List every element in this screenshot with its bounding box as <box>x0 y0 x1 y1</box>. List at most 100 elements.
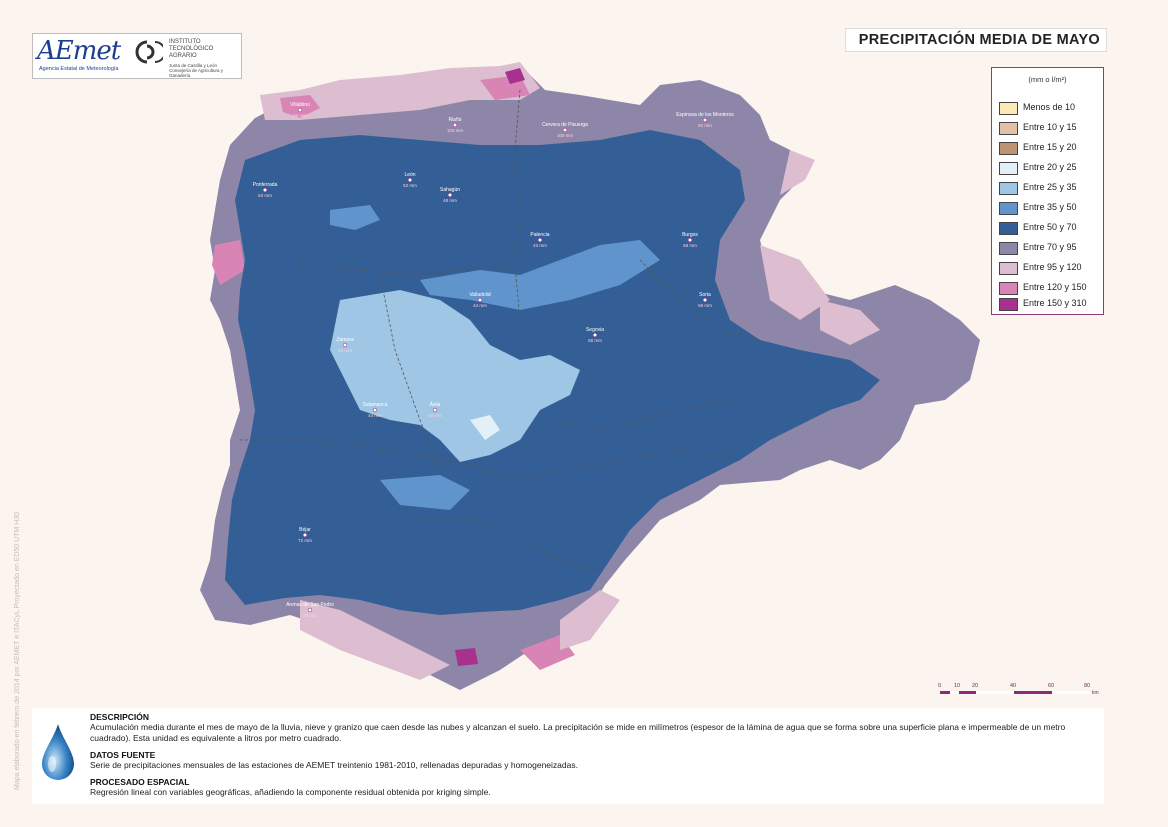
datos-section: DATOS FUENTE Serie de precipitaciones me… <box>90 750 1100 771</box>
station-value: 48 mm <box>428 413 442 418</box>
descripcion-heading: DESCRIPCIÓN <box>90 712 150 722</box>
station-name: Palencia <box>530 232 549 238</box>
station-dot <box>687 237 693 243</box>
station-value: 58 mm <box>683 243 697 248</box>
legend-label: Entre 10 y 15 <box>1023 122 1077 132</box>
legend-swatch <box>999 142 1018 155</box>
scale-tick: 60 <box>1048 683 1055 689</box>
station-dot <box>432 407 438 413</box>
station-name: Segovia <box>586 327 604 333</box>
ita-logo: INSTITUTO TECNOLÓGICO AGRARIO Junta de C… <box>131 36 239 78</box>
scale-bar-segment <box>1052 691 1090 694</box>
station-dot <box>452 122 458 128</box>
procesado-section: PROCESADO ESPACIAL Regresión lineal con … <box>90 777 1100 798</box>
station-marker: Segovia 58 mm <box>586 327 604 343</box>
region-rim-95-120 <box>260 62 540 120</box>
region-rim-95-120-east <box>760 150 880 345</box>
station-dot <box>702 117 708 123</box>
station-value: 48 mm <box>443 198 457 203</box>
legend-label: Entre 35 y 50 <box>1023 202 1077 212</box>
station-value: 72 mm <box>298 538 312 543</box>
title-box: PRECIPITACIÓN MEDIA DE MAYO <box>845 28 1107 52</box>
scale-tick: 80 <box>1084 683 1091 689</box>
station-dot <box>447 192 453 198</box>
scale-unit: km <box>1092 690 1099 696</box>
descripcion-section: DESCRIPCIÓN Acumulación media durante el… <box>90 712 1100 744</box>
station-name: Arenas de San Pedro <box>286 602 334 608</box>
station-name: Ponferrada <box>253 182 278 188</box>
descripcion-text: Acumulación media durante el mes de mayo… <box>90 722 1066 743</box>
map-title: PRECIPITACIÓN MEDIA DE MAYO <box>858 32 1100 48</box>
station-name: Riaño <box>448 117 461 123</box>
station-marker: Cervera de Pisuerga 100 mm <box>542 122 588 138</box>
ita-mark-icon <box>135 40 163 64</box>
station-marker: Riaño 100 mm <box>447 117 464 133</box>
province-boundaries <box>240 89 761 571</box>
legend-swatch <box>999 122 1018 135</box>
station-marker: Zamora 40 mm <box>336 337 353 353</box>
station-name: León <box>404 172 415 178</box>
station-dot <box>372 407 378 413</box>
station-dot <box>477 297 483 303</box>
station-name: Béjar <box>299 527 311 533</box>
region-25-35 <box>330 290 580 462</box>
station-name: Salamanca <box>362 402 387 408</box>
station-marker: Arenas de San Pedro 88 mm <box>286 602 334 618</box>
legend-label: Entre 15 y 20 <box>1023 142 1077 152</box>
station-value: 88 mm <box>303 613 317 618</box>
station-dot <box>537 237 543 243</box>
procesado-text: Regresión lineal con variables geográfic… <box>90 787 491 797</box>
station-value: 92 mm <box>698 123 712 128</box>
water-drop-icon <box>42 724 74 780</box>
station-name: Cervera de Pisuerga <box>542 122 588 128</box>
station-dot <box>262 187 268 193</box>
scale-tick: 0 <box>938 683 942 689</box>
legend-swatch <box>999 298 1018 311</box>
station-dot <box>342 342 348 348</box>
legend-swatch <box>999 102 1018 115</box>
scale-bar-segment <box>976 691 1014 694</box>
station-name: Valladolid <box>469 292 491 298</box>
legend-swatch <box>999 262 1018 275</box>
station-name: Ávila <box>430 401 441 408</box>
scale-tick: 40 <box>1010 683 1017 689</box>
legend-swatch <box>999 202 1018 215</box>
station-value: 63 mm <box>258 193 272 198</box>
station-marker: Palencia 43 mm <box>530 232 549 248</box>
station-dot <box>592 332 598 338</box>
legend-item: Entre 10 y 15 <box>999 121 1101 135</box>
station-name: Sahagún <box>440 187 460 193</box>
legend-label: Entre 50 y 70 <box>1023 222 1077 232</box>
scale-bar-line <box>940 691 1090 694</box>
station-name: Zamora <box>336 337 353 343</box>
datos-heading: DATOS FUENTE <box>90 750 156 760</box>
legend-item: Entre 50 y 70 <box>999 221 1101 235</box>
station-value: 40 mm <box>338 348 352 353</box>
station-marker: Ponferrada 63 mm <box>253 182 278 198</box>
scale-bar-segment <box>950 691 959 694</box>
station-marker: Soria 59 mm <box>698 292 712 308</box>
legend-swatch <box>999 162 1018 175</box>
legend-label: Entre 95 y 120 <box>1023 262 1082 272</box>
legend-label: Entre 25 y 35 <box>1023 182 1077 192</box>
station-dot <box>702 297 708 303</box>
scale-tick: 20 <box>972 683 979 689</box>
info-box: DESCRIPCIÓN Acumulación media durante el… <box>32 708 1104 804</box>
station-dot <box>302 532 308 538</box>
station-marker: Burgos 58 mm <box>682 232 698 248</box>
station-value: 95 mm <box>293 113 307 118</box>
procesado-heading: PROCESADO ESPACIAL <box>90 777 190 787</box>
legend-swatch <box>999 282 1018 295</box>
station-marker: Espinosa de los Monteros 92 mm <box>676 112 734 128</box>
station-marker: Villablino 95 mm <box>290 102 310 118</box>
legend-item: Entre 25 y 35 <box>999 181 1101 195</box>
station-name: Soria <box>699 292 711 298</box>
station-marker: Valladolid 44 mm <box>469 292 491 308</box>
station-marker: Sahagún 48 mm <box>440 187 460 203</box>
legend: (mm o l/m²) Menos de 10 Entre 10 y 15 En… <box>991 67 1104 315</box>
station-marker: Béjar 72 mm <box>298 527 312 543</box>
station-value: 58 mm <box>588 338 602 343</box>
